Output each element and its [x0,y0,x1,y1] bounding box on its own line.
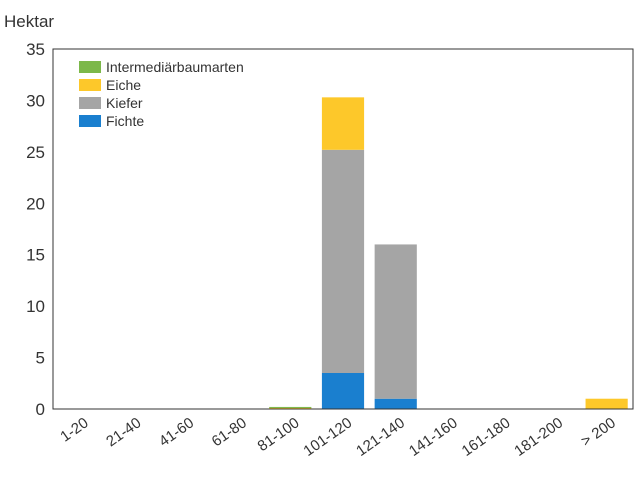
y-tick-label: 0 [36,400,45,419]
y-tick-label: 35 [26,40,45,59]
bars [269,97,628,409]
legend-swatch [79,61,101,73]
x-tick-label: 1-20 [57,414,91,445]
x-tick-label: 101-120 [300,414,355,460]
y-axis-ticks: 0 5 10 15 20 25 30 35 [26,40,45,419]
y-tick-label: 30 [26,91,45,110]
y-tick-label: 20 [26,194,45,213]
legend-label: Eiche [106,77,141,93]
x-tick-label: 81-100 [255,414,303,455]
bar-segment [321,149,365,373]
y-tick-label: 15 [26,246,45,265]
legend-label: Kiefer [106,95,143,111]
x-tick-label: 181-200 [511,414,566,460]
x-tick-label: 121-140 [353,414,408,460]
x-tick-label: 141-160 [406,414,461,460]
x-tick-label: 21-40 [103,414,144,450]
legend: Intermediärbaumarten Eiche Kiefer Fichte [79,59,244,129]
bar-segment [585,398,628,409]
x-tick-label: 161-180 [459,414,514,460]
bar-segment [374,398,417,409]
y-tick-label: 10 [26,297,45,316]
legend-swatch [79,115,101,127]
y-tick-label: 5 [36,349,45,368]
bar-segment [269,407,312,409]
legend-label: Intermediärbaumarten [106,59,244,75]
x-tick-label: 41-60 [156,414,197,450]
plot-frame [52,48,634,410]
legend-swatch [79,79,101,91]
x-tick-label: 61-80 [209,414,250,450]
legend-label: Fichte [106,113,144,129]
bar-segment [321,373,365,409]
x-axis-labels: 1-20 21-40 41-60 61-80 81-100101-120121-1401… [57,414,619,460]
bar-segment [269,406,312,408]
bar-segment [321,97,365,150]
legend-swatch [79,97,101,109]
x-tick-label: > 200 [578,414,619,450]
bar-segment [374,244,417,399]
y-tick-label: 25 [26,143,45,162]
y-axis-unit-label: Hektar [4,12,54,31]
